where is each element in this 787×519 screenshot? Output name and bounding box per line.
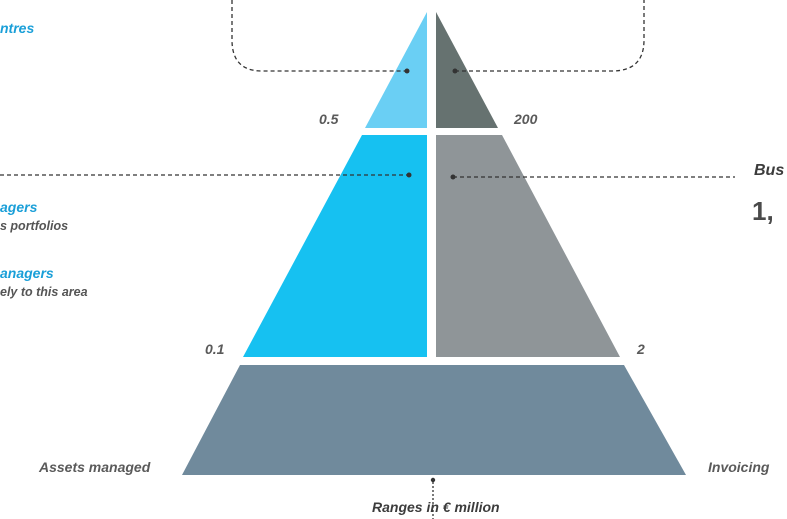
value-top-right: 200 <box>514 111 538 127</box>
tier-middle-right <box>436 135 620 357</box>
left-label-managers-1-sub: s portfolios <box>0 219 69 233</box>
top-right-dot <box>452 68 458 74</box>
middle-left-dot <box>406 172 412 178</box>
left-label-top: ntres <box>0 20 35 36</box>
bottom-dot <box>430 477 436 483</box>
right-label-number: 1, <box>752 196 774 226</box>
top-bracket-line <box>231 0 407 72</box>
left-label-managers-1: agers <box>0 199 38 215</box>
label-ranges: Ranges in € million <box>372 499 500 515</box>
value-top-left: 0.5 <box>319 111 339 127</box>
right-label-business: Bus <box>754 162 785 179</box>
tier-top-right <box>436 12 498 128</box>
tier-top-left <box>365 12 427 128</box>
tier-base <box>182 365 686 475</box>
value-middle-left: 0.1 <box>205 341 225 357</box>
left-label-managers-2-sub: ely to this area <box>0 285 88 299</box>
left-label-managers-2: anagers <box>0 265 54 281</box>
middle-right-dot <box>450 174 456 180</box>
label-assets-managed: Assets managed <box>39 459 151 475</box>
value-middle-right: 2 <box>637 341 645 357</box>
top-bracket-line-right <box>455 0 645 72</box>
tier-middle-left <box>243 135 427 357</box>
top-left-dot <box>404 68 410 74</box>
label-invoicing: Invoicing <box>708 459 770 475</box>
